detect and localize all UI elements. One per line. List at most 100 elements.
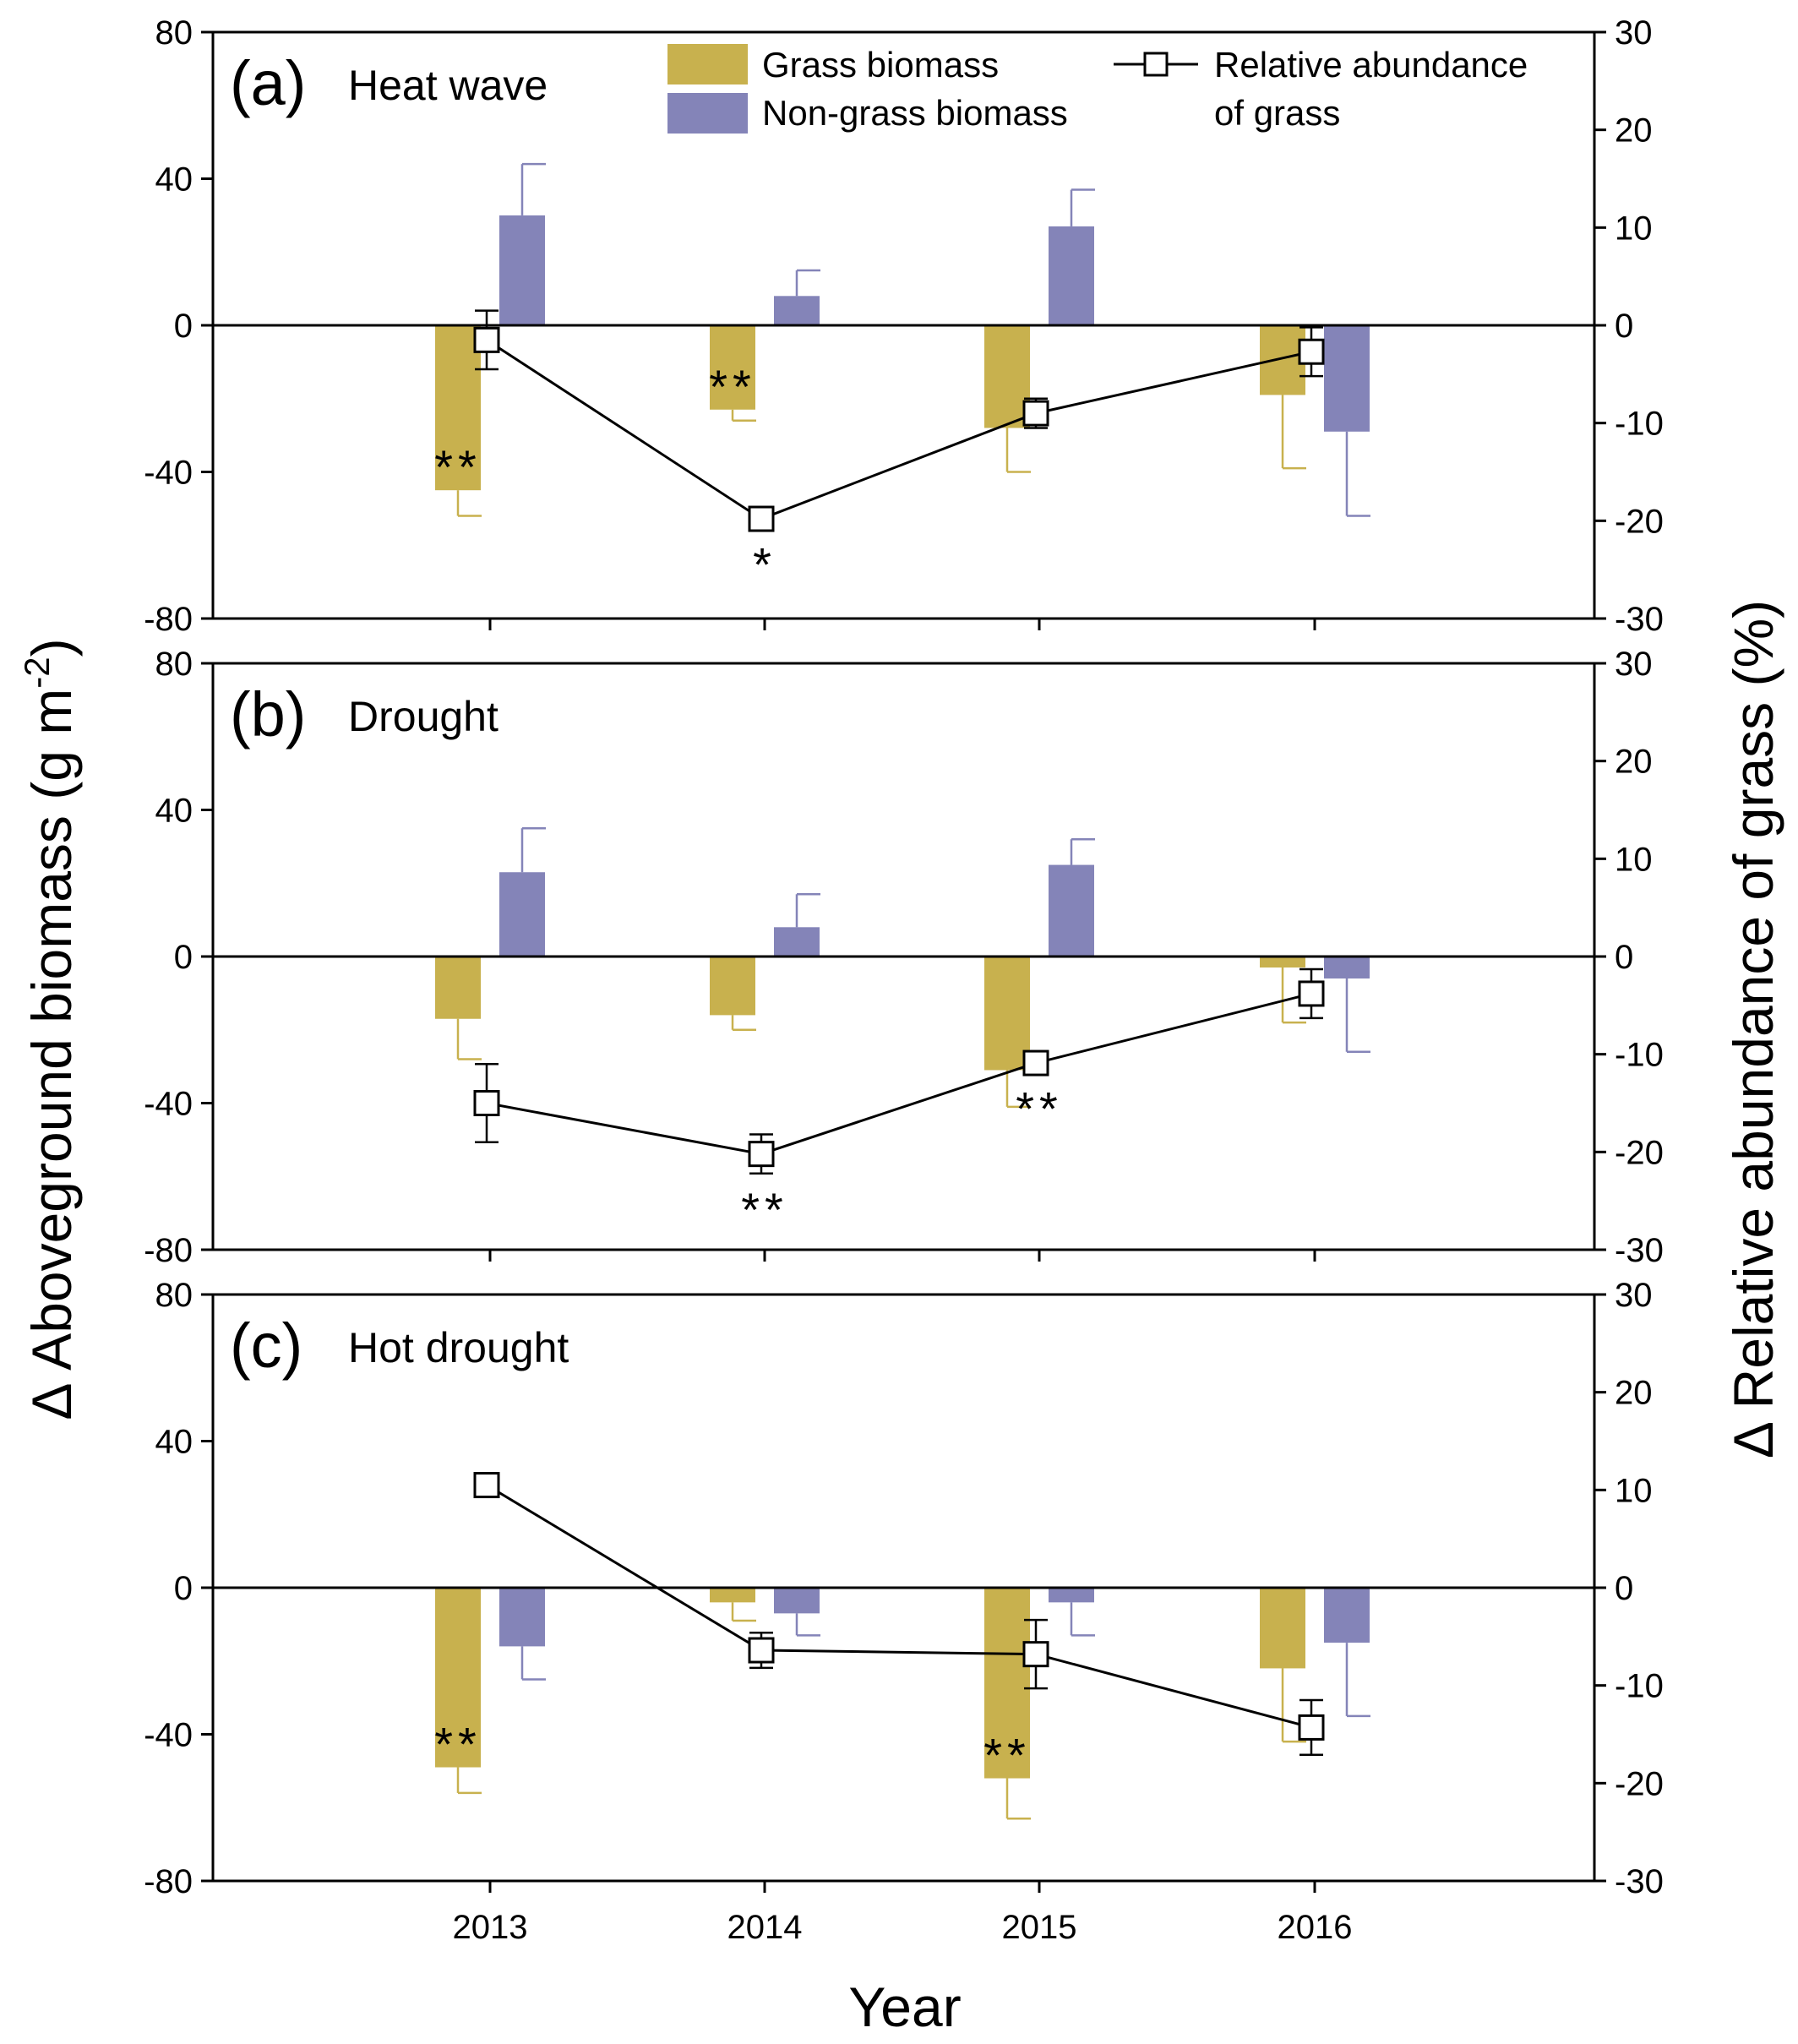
y-left-axis-title: Δ Aboveground biomass (g m-2)	[17, 638, 83, 1420]
panel-letter: (a)	[230, 48, 306, 118]
bar-grass-2014	[710, 325, 755, 410]
y-right-tick-label: 10	[1615, 210, 1653, 247]
relative-point-2016	[1298, 980, 1325, 1007]
relative-abundance-line	[486, 1484, 1312, 1729]
y-left-tick-label: 80	[155, 1277, 193, 1314]
legend-label-grass: Grass biomass	[762, 45, 999, 84]
relative-point-2016	[1298, 338, 1325, 365]
y-right-tick-label: 0	[1615, 1570, 1633, 1607]
legend: Grass biomass Non-grass biomass Relative…	[667, 44, 1528, 134]
y-right-tick-label: -30	[1615, 1232, 1664, 1269]
legend-swatch-grass	[667, 44, 748, 84]
relative-point-2015	[1022, 1049, 1049, 1077]
y-right-tick-label: -10	[1615, 1668, 1664, 1705]
bar-grass-2015	[984, 325, 1030, 428]
chart-panel-3: 80 40 0 -40 -80 30 20 10 0 -10 -20 -30 2013 2014 2015 2…	[144, 1277, 1664, 1946]
y-right-tick-label: 10	[1615, 841, 1653, 878]
bar-nongrass-2014	[774, 1588, 820, 1614]
bar-grass-2016	[1260, 957, 1305, 968]
bar-nongrass-2014	[774, 927, 820, 957]
bar-nongrass-2016	[1324, 957, 1370, 979]
x-tick-label: 2015	[1002, 1909, 1077, 1946]
y-right-axis-title: Δ Relative abundance of grass (%)	[1722, 600, 1784, 1458]
bar-nongrass-2013	[499, 215, 545, 325]
bar-grass-2014	[710, 957, 755, 1016]
relative-point-2013	[473, 1472, 500, 1499]
x-axis-title: Year	[848, 1976, 961, 2038]
legend-marker-relative	[1143, 52, 1169, 77]
y-right-tick-label: -30	[1615, 1863, 1664, 1900]
y-left-tick-label: -80	[144, 601, 193, 638]
y-left-tick-label: 40	[155, 161, 193, 199]
relative-point-2015	[1022, 400, 1049, 427]
y-right-tick-label: 30	[1615, 646, 1653, 683]
y-left-tick-label: 0	[174, 939, 193, 976]
bar-nongrass-2015	[1049, 864, 1094, 957]
bar-nongrass-2013	[499, 872, 545, 957]
legend-label-relative-line2: of grass	[1214, 93, 1340, 133]
y-left-tick-label: 0	[174, 1570, 193, 1607]
relative-point-2014	[748, 505, 775, 532]
relative-point-2013	[473, 1090, 500, 1116]
y-left-tick-label: -40	[144, 1086, 193, 1123]
chart-panel-2: 80 40 0 -40 -80 30 20 10 0 -10 -20 -30 ** ** (b) Drough…	[144, 646, 1664, 1269]
y-left-tick-label: 80	[155, 14, 193, 52]
legend-label-nongrass: Non-grass biomass	[762, 93, 1068, 133]
relative-point-2015	[1022, 1641, 1049, 1668]
y-left-tick-label: 80	[155, 646, 193, 683]
panel-letter: (b)	[230, 679, 306, 749]
panel-title: Hot drought	[348, 1324, 569, 1371]
significance-mark: **	[741, 1183, 788, 1236]
bar-nongrass-2015	[1049, 226, 1094, 325]
significance-mark: **	[434, 1718, 482, 1771]
y-right-tick-label: 0	[1615, 308, 1633, 345]
bar-nongrass-2014	[774, 296, 820, 325]
significance-mark: **	[1016, 1082, 1063, 1136]
legend-swatch-nongrass	[667, 93, 748, 134]
y-right-tick-label: 20	[1615, 744, 1653, 781]
y-right-tick-label: 30	[1615, 1277, 1653, 1314]
bar-nongrass-2013	[499, 1588, 545, 1647]
y-right-tick-label: 20	[1615, 1375, 1653, 1412]
significance-mark: **	[434, 440, 482, 493]
bar-nongrass-2016	[1324, 1588, 1370, 1643]
y-right-tick-label: -10	[1615, 406, 1664, 443]
y-left-tick-label: -80	[144, 1232, 193, 1269]
y-right-tick-label: 0	[1615, 939, 1633, 976]
bar-nongrass-2015	[1049, 1588, 1094, 1603]
relative-point-2014	[748, 1141, 775, 1168]
bar-grass-2015	[984, 1588, 1030, 1779]
y-right-tick-label: -20	[1615, 1765, 1664, 1802]
y-left-tick-label: -40	[144, 455, 193, 492]
panel-title: Heat wave	[348, 62, 548, 109]
relative-abundance-line	[486, 339, 1312, 521]
bar-grass-2013	[435, 957, 481, 1019]
x-tick-label: 2014	[727, 1909, 803, 1946]
bar-grass-2014	[710, 1588, 755, 1603]
relative-point-2013	[473, 326, 500, 353]
bar-nongrass-2016	[1324, 325, 1370, 432]
panel-title: Drought	[348, 693, 499, 740]
bar-grass-2013	[435, 1588, 481, 1768]
x-tick-label: 2016	[1278, 1909, 1353, 1946]
y-left-tick-label: -80	[144, 1863, 193, 1900]
y-right-tick-label: 20	[1615, 112, 1653, 150]
y-left-tick-label: 40	[155, 793, 193, 830]
bar-grass-2016	[1260, 1588, 1305, 1669]
y-right-tick-label: 10	[1615, 1472, 1653, 1509]
bar-grass-2013	[435, 325, 481, 491]
bar-grass-2015	[984, 957, 1030, 1071]
legend-label-relative-line1: Relative abundance	[1214, 45, 1528, 84]
significance-mark: **	[983, 1729, 1031, 1782]
relative-abundance-line	[486, 992, 1312, 1156]
significance-mark: **	[709, 360, 756, 413]
x-tick-label: 2013	[453, 1909, 528, 1946]
y-left-tick-label: 40	[155, 1424, 193, 1461]
bar-grass-2016	[1260, 325, 1305, 395]
y-left-tick-label: 0	[174, 308, 193, 345]
relative-point-2014	[748, 1637, 775, 1664]
relative-point-2016	[1298, 1714, 1325, 1741]
y-right-tick-label: -20	[1615, 1134, 1664, 1171]
